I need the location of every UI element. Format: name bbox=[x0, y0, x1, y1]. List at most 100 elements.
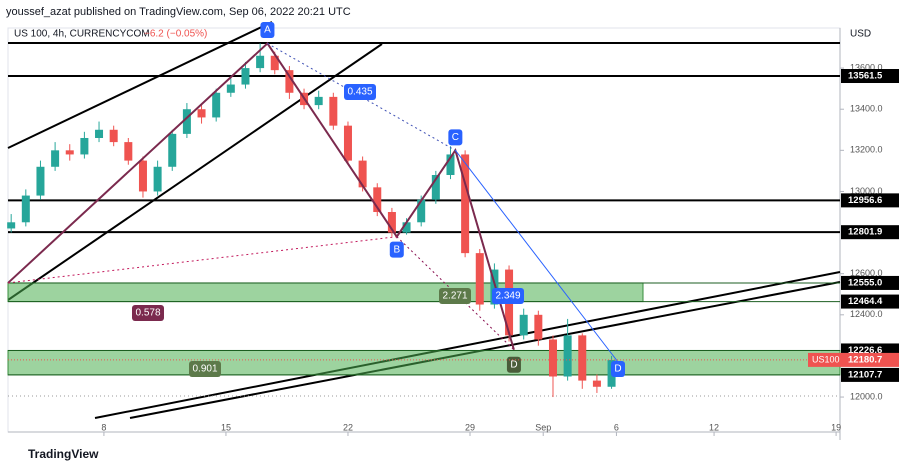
candle-body bbox=[592, 380, 601, 387]
channel-line bbox=[7, 43, 383, 301]
point-label-bg bbox=[389, 241, 404, 258]
candle-body bbox=[7, 222, 16, 229]
x-tick-label: 12 bbox=[709, 422, 719, 432]
ratio-label-bg bbox=[132, 305, 164, 321]
candle-body bbox=[21, 195, 30, 223]
y-tick-label: 13200.0 bbox=[850, 145, 883, 155]
level-label: 12226.6 bbox=[848, 345, 882, 356]
ratio-label-bg bbox=[492, 288, 524, 304]
ratio-label: 0.578 bbox=[135, 308, 160, 319]
candle-body bbox=[563, 335, 572, 377]
candle-body bbox=[417, 199, 426, 223]
y-tick-label: 12400.0 bbox=[850, 309, 883, 319]
x-tick-label: Sep bbox=[535, 422, 551, 432]
level-label-bg bbox=[841, 193, 899, 208]
candle-body bbox=[241, 68, 250, 85]
candle-body bbox=[402, 222, 411, 233]
projection-line bbox=[454, 150, 619, 363]
candle-body bbox=[490, 269, 499, 305]
candle-body bbox=[519, 314, 528, 336]
ratio-label-bg bbox=[344, 84, 376, 100]
ratio-label: 0.901 bbox=[192, 364, 217, 375]
x-tick-label: 19 bbox=[831, 422, 841, 432]
point-label: D bbox=[614, 364, 621, 375]
point-label: A bbox=[264, 25, 271, 36]
level-label: 12107.7 bbox=[848, 369, 882, 380]
point-label: C bbox=[452, 132, 459, 143]
level-label-bg bbox=[841, 275, 899, 290]
ratio-label: 0.435 bbox=[347, 87, 372, 98]
level-label: 13561.5 bbox=[848, 71, 883, 82]
last-price-bg bbox=[808, 352, 899, 367]
level-label: 12555.0 bbox=[848, 277, 882, 288]
x-tick-label: 8 bbox=[101, 422, 106, 432]
candle-body bbox=[270, 55, 279, 71]
level-label-bg bbox=[841, 69, 899, 84]
candle-body bbox=[65, 150, 74, 155]
point-label-bg bbox=[506, 356, 521, 373]
candle-body bbox=[373, 187, 382, 213]
point-label-bg bbox=[611, 361, 625, 377]
candle-body bbox=[95, 129, 104, 138]
candle-body bbox=[475, 253, 484, 305]
candle-body bbox=[534, 314, 543, 340]
footer-brand: TradingView bbox=[28, 447, 99, 461]
candle-body bbox=[51, 150, 60, 167]
ratio-label-bg bbox=[439, 288, 471, 304]
channel-line bbox=[94, 271, 841, 419]
last-price-label: 12180.7 bbox=[848, 354, 882, 365]
ratio-label-bg bbox=[189, 361, 221, 377]
ratio-label: 2.271 bbox=[442, 291, 467, 302]
level-label-bg bbox=[841, 294, 899, 309]
x-tick-label: 22 bbox=[343, 422, 353, 432]
y-tick-label: 13600.0 bbox=[850, 62, 883, 72]
candle-body bbox=[109, 129, 118, 143]
candle-body bbox=[446, 154, 455, 176]
point-label: D bbox=[510, 359, 517, 370]
last-price-name: US100 bbox=[812, 354, 840, 364]
candle-body bbox=[578, 335, 587, 381]
candle-body bbox=[314, 96, 323, 106]
point-label-bg bbox=[260, 22, 275, 38]
zone bbox=[7, 349, 841, 376]
candle-body bbox=[153, 166, 162, 192]
x-tick-label: 15 bbox=[221, 422, 231, 432]
ratio-label: 2.349 bbox=[495, 291, 520, 302]
candle-body bbox=[256, 55, 265, 69]
candle-body bbox=[197, 109, 206, 118]
point-label: B bbox=[393, 244, 400, 255]
level-label: 12464.4 bbox=[848, 296, 883, 307]
level-label-bg bbox=[841, 225, 899, 240]
candle-body bbox=[343, 125, 352, 161]
ratio-line bbox=[267, 42, 456, 151]
candle-body bbox=[36, 166, 45, 196]
candle-body bbox=[431, 175, 440, 200]
point-label-bg bbox=[448, 129, 463, 146]
candle-body bbox=[212, 92, 221, 118]
candle-body bbox=[387, 212, 396, 233]
candle-body bbox=[548, 339, 557, 377]
y-tick-label: 12600.0 bbox=[850, 268, 883, 278]
candle-body bbox=[124, 142, 133, 161]
candle-body bbox=[138, 160, 147, 192]
candle-body bbox=[168, 133, 177, 167]
y-tick-label: 13400.0 bbox=[850, 104, 883, 114]
candle-body bbox=[182, 109, 191, 134]
zone bbox=[7, 282, 644, 303]
x-tick-label: 29 bbox=[465, 422, 475, 432]
candle-body bbox=[329, 96, 338, 126]
candle-body bbox=[285, 70, 294, 93]
ratio-line bbox=[7, 236, 397, 284]
level-label: 12801.9 bbox=[848, 227, 882, 238]
candle-body bbox=[80, 137, 89, 155]
symbol: US 100, 4h, CURRENCYCOM bbox=[14, 29, 150, 40]
change: −6.2 (−0.05%) bbox=[144, 29, 207, 40]
candle-body bbox=[358, 160, 367, 188]
currency: USD bbox=[850, 29, 871, 40]
publisher: youssef_azat published on TradingView.co… bbox=[6, 6, 351, 18]
candle-body bbox=[461, 154, 470, 254]
y-tick-label: 12000.0 bbox=[850, 391, 883, 401]
level-label-bg bbox=[841, 367, 899, 382]
